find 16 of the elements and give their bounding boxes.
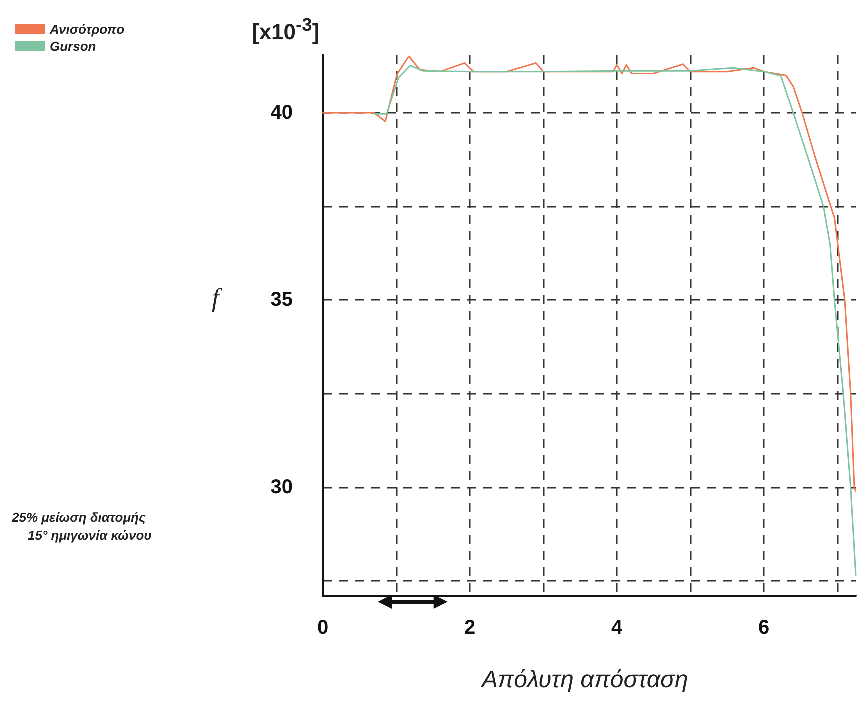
- y-tick-label: 35: [270, 289, 293, 312]
- x-tick-label: 4: [612, 617, 624, 639]
- legend-label: Gurson: [50, 39, 96, 54]
- y-tick-label: 40: [270, 102, 293, 124]
- x-axis-title: Απόλυτη απόσταση: [480, 666, 688, 694]
- x-tick-label: 6: [758, 617, 770, 639]
- text: 25% μείωση διατομής: [12, 510, 146, 525]
- line-series: [374, 65, 857, 576]
- line-series: [322, 56, 857, 492]
- y-axis-title: f: [212, 284, 223, 312]
- x-tick-label: 2: [464, 617, 476, 639]
- text: 15° ημιγωνία κώνου: [28, 528, 152, 543]
- text: [x10$^{-3}$]: [252, 14, 320, 46]
- y-tick-label: 30: [270, 476, 293, 498]
- legend-label: Ανισότροπο: [49, 22, 125, 37]
- x-tick-label: 0: [317, 617, 329, 639]
